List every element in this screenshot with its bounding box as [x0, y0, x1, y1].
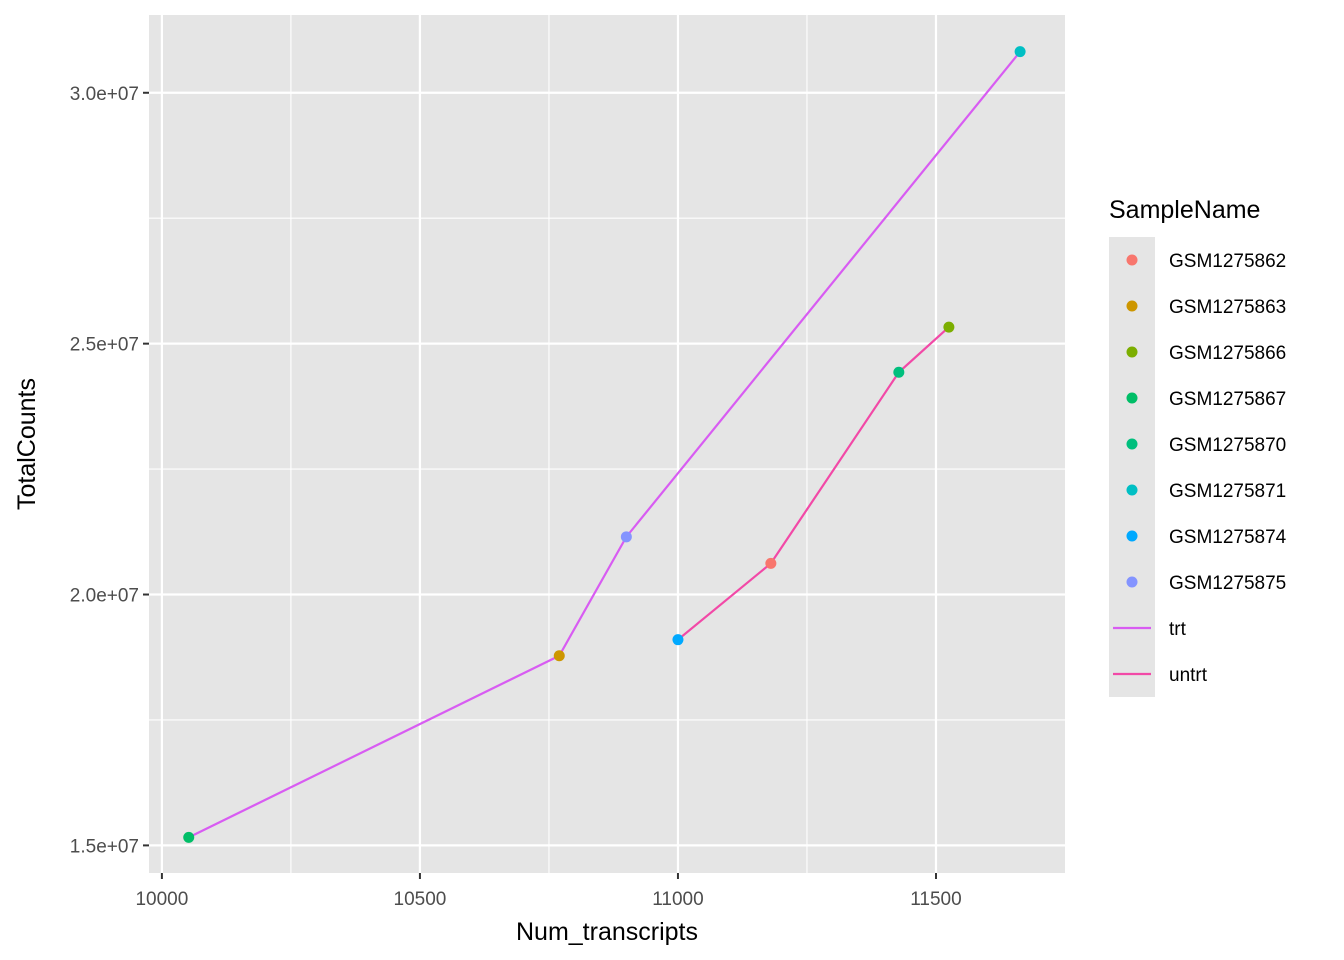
legend-label-GSM1275867: GSM1275867 [1169, 389, 1286, 410]
legend-key-GSM1275871 [1126, 484, 1138, 496]
data-point-GSM1275871 [1014, 46, 1026, 58]
legend-key-GSM1275874 [1126, 530, 1138, 542]
data-point-GSM1275870 [893, 366, 905, 378]
y-tick-label-0: 1.5e+07 [70, 836, 139, 857]
legend-label-GSM1275870: GSM1275870 [1169, 435, 1286, 456]
legend-label-GSM1275862: GSM1275862 [1169, 251, 1286, 272]
data-point-GSM1275874 [672, 634, 684, 646]
legend-key-GSM1275870 [1126, 438, 1138, 450]
data-points [183, 46, 1026, 843]
x-axis-title: Num_transcripts [516, 918, 698, 946]
grid-minor [149, 15, 1065, 873]
x-tick-label-2: 11000 [652, 889, 703, 910]
y-axis: 1.5e+07 2.0e+07 2.5e+07 3.0e+07 [70, 84, 149, 857]
series-lines [188, 50, 1021, 839]
data-point-GSM1275863 [553, 650, 565, 662]
legend-key-GSM1275866 [1126, 346, 1138, 358]
data-point-GSM1275867 [183, 831, 195, 843]
series-line-untrt [677, 326, 950, 641]
y-tick-label-2: 2.5e+07 [70, 335, 139, 356]
legend-label-untrt: untrt [1169, 665, 1208, 686]
y-tick-label-3: 3.0e+07 [70, 84, 139, 105]
legend-key-GSM1275867 [1126, 392, 1138, 404]
legend-title: SampleName [1109, 196, 1260, 224]
legend-key-GSM1275863 [1126, 300, 1138, 312]
legend-label-GSM1275874: GSM1275874 [1169, 527, 1287, 548]
data-point-GSM1275866 [943, 321, 955, 333]
x-tick-label-3: 11500 [910, 889, 961, 910]
legend-key-GSM1275875 [1126, 576, 1138, 588]
x-axis: 10000 10500 11000 11500 [135, 873, 962, 910]
legend-label-GSM1275863: GSM1275863 [1169, 297, 1286, 318]
y-tick-label-1: 2.0e+07 [70, 586, 139, 607]
legend-label-GSM1275875: GSM1275875 [1169, 573, 1286, 594]
legend: SampleName GSM1275862GSM1275863GSM127586… [1109, 196, 1287, 697]
legend-entries: GSM1275862 GSM1275863 GSM1275866 GSM1275867… [1109, 237, 1287, 697]
plot-panel [149, 15, 1065, 873]
data-point-GSM1275862 [765, 557, 777, 569]
series-line-trt [188, 50, 1021, 839]
legend-label-trt: trt [1169, 619, 1187, 640]
x-tick-label-0: 10000 [135, 889, 188, 910]
y-axis-title: TotalCounts [13, 378, 41, 510]
legend-label-GSM1275866: GSM1275866 [1169, 343, 1286, 364]
grid-major [149, 15, 1065, 873]
legend-key-GSM1275862 [1126, 254, 1138, 266]
legend-key-background [1109, 237, 1155, 697]
x-tick-label-1: 10500 [394, 889, 447, 910]
legend-label-GSM1275871: GSM1275871 [1169, 481, 1286, 502]
data-point-GSM1275875 [620, 531, 632, 543]
